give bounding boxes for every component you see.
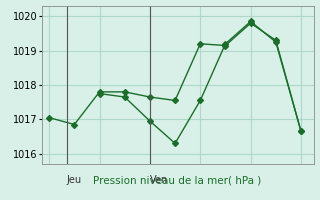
Text: Jeu: Jeu [67, 175, 82, 185]
Text: Ven: Ven [150, 175, 168, 185]
X-axis label: Pression niveau de la mer( hPa ): Pression niveau de la mer( hPa ) [93, 175, 262, 185]
